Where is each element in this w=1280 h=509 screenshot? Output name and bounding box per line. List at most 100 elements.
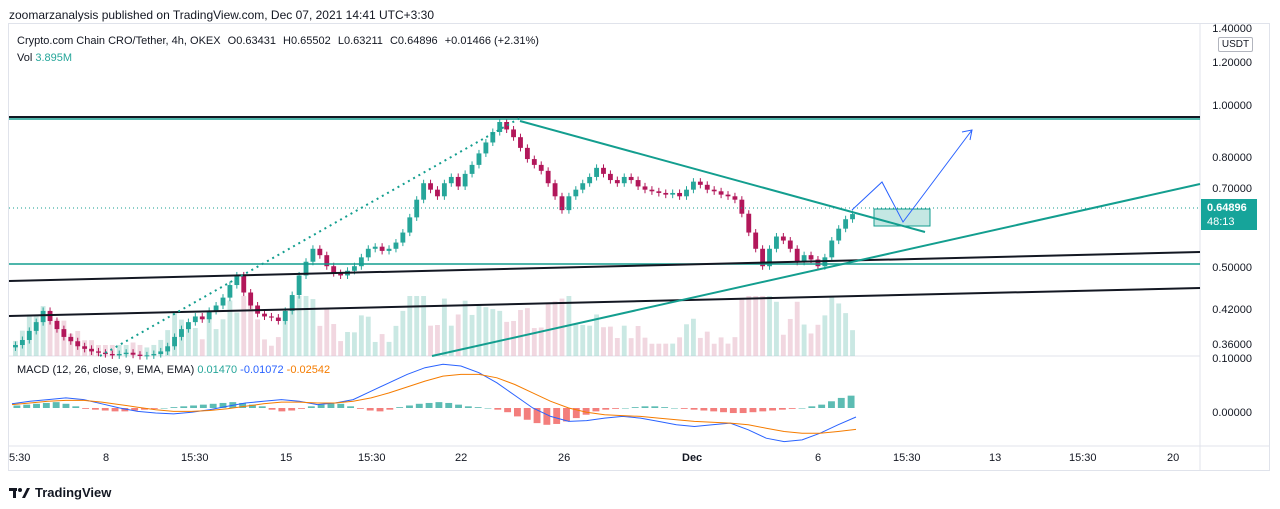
volume-bar [850, 330, 855, 356]
candle-body [628, 176, 634, 181]
candle-body [552, 183, 558, 197]
candle-body [455, 176, 461, 187]
candle-body [704, 184, 710, 190]
candle-body [303, 261, 309, 276]
candle-body [248, 292, 254, 306]
macd-hist-bar [435, 402, 443, 408]
candle-body [26, 330, 32, 340]
candle-body [289, 295, 295, 311]
macd-hist-bar [425, 402, 433, 408]
macd-hist-bar [307, 406, 315, 408]
x-label: 5:30 [9, 452, 31, 464]
volume-value: 3.895M [35, 52, 73, 64]
candle-body [684, 189, 689, 197]
macd-hist-bar [612, 408, 619, 409]
candle-body [358, 257, 364, 267]
volume-bar [774, 301, 779, 356]
volume-label: Vol [17, 52, 33, 64]
chart-legend: Crypto.com Chain CRO/Tether, 4h, OKEX O0… [17, 35, 543, 47]
candle-body [213, 305, 219, 311]
ascending-trendline[interactable] [431, 183, 1201, 357]
signal-value: -0.02542 [286, 364, 331, 376]
candle-body [649, 189, 655, 192]
volume-bar [621, 325, 627, 356]
candle-body [33, 322, 39, 331]
candle-body [587, 176, 593, 184]
macd-hist-bar [582, 408, 590, 415]
candle-body [331, 266, 337, 274]
volume-bar [531, 328, 537, 356]
candle-body [566, 196, 572, 211]
volume-bar [732, 337, 738, 356]
chart-frame [8, 23, 1270, 471]
candle-body [393, 242, 399, 249]
volume-bar [628, 338, 634, 356]
volume-bar [289, 296, 295, 356]
macd-hist-bar [406, 405, 413, 408]
current-price-tag: 0.64896 48:13 [1201, 199, 1257, 230]
macd-hist-bar [710, 408, 718, 412]
volume-bar [822, 315, 828, 356]
candle-body [144, 355, 150, 357]
volume-bar [213, 329, 219, 356]
candle-body [199, 316, 205, 320]
candle-body [677, 192, 683, 197]
candle-body [607, 173, 613, 181]
macd-hist-bar [72, 406, 80, 408]
macd-hist-bar [729, 408, 737, 414]
macd-hist-bar [445, 402, 453, 408]
volume-bar [345, 332, 350, 356]
macd-hist-bar [455, 404, 462, 408]
channel-top-line[interactable] [8, 251, 1201, 282]
candle-body [504, 122, 510, 130]
candle-body [760, 248, 766, 267]
tradingview-logo[interactable]: TradingView [9, 485, 111, 500]
macd-hist-bar [769, 408, 777, 411]
candles [13, 118, 855, 360]
candle-body [386, 248, 392, 251]
volume-bar [794, 301, 800, 356]
descending-trendline[interactable] [519, 120, 926, 233]
projection-arrow[interactable] [851, 129, 973, 223]
volume-bar [116, 344, 122, 356]
macd-hist-bar [101, 408, 109, 411]
volume-bar [670, 343, 676, 356]
legend-high: H0.65502 [283, 35, 331, 47]
x-label: 6 [815, 452, 822, 464]
macd-hist-bar [327, 402, 335, 408]
volume-bar [573, 324, 579, 356]
currency-badge[interactable]: USDT [1218, 37, 1253, 52]
macd-hist-bar [661, 407, 669, 408]
candle-body [691, 181, 696, 190]
channel-bottom-line[interactable] [8, 287, 1201, 317]
candle-body [497, 122, 503, 133]
candle-body [441, 183, 447, 197]
target-box[interactable] [873, 208, 931, 227]
macd-legend: MACD (12, 26, close, 9, EMA, EMA) 0.0147… [17, 364, 330, 376]
volume-bar [151, 344, 157, 356]
candle-body [448, 176, 454, 184]
candle-body [656, 191, 662, 193]
volume-bar [241, 296, 247, 356]
volume-bar [538, 327, 544, 356]
candle-body [68, 336, 74, 342]
volume-bar [54, 319, 60, 356]
candle-body [116, 354, 122, 356]
candle-body [414, 199, 420, 218]
macd-hist-bar [837, 397, 845, 408]
candle-body [102, 352, 108, 355]
volume-bar [753, 296, 759, 356]
dotted-trendline[interactable] [99, 117, 521, 357]
volume-bar [275, 337, 281, 356]
volume-bar [718, 337, 724, 356]
volume-bar [441, 298, 447, 356]
macd-hist-bar [808, 406, 816, 408]
volume-bar [310, 299, 316, 356]
macd-hist-value: 0.01470 [197, 364, 238, 376]
volume-bar [518, 310, 523, 356]
volume-bar [352, 332, 357, 356]
volume-bar [137, 344, 143, 356]
macd-hist-bar [700, 408, 708, 411]
y-label: 0.70000 [1212, 183, 1252, 195]
